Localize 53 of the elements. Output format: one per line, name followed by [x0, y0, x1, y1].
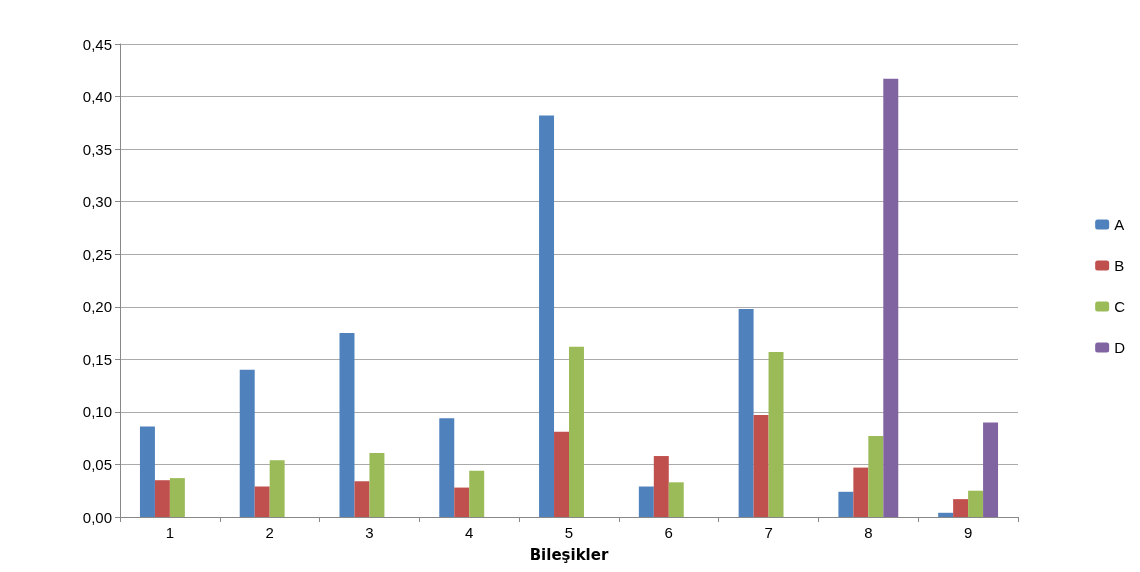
- bar: [638, 486, 654, 517]
- bar: [953, 499, 969, 517]
- bar: [753, 415, 769, 517]
- y-tick-label: 0,25: [82, 245, 112, 263]
- x-tick-label: 6: [664, 524, 673, 541]
- bar: [883, 78, 899, 517]
- x-tick-label: 1: [165, 524, 175, 541]
- y-tick-label: 0,20: [82, 298, 112, 316]
- x-tick-label: 9: [963, 524, 973, 541]
- bar: [838, 491, 854, 517]
- legend-label: B: [1114, 257, 1125, 274]
- bar: [254, 486, 270, 517]
- legend-label: C: [1114, 298, 1126, 315]
- bar: [369, 452, 385, 517]
- bar: [539, 115, 555, 517]
- bar: [653, 456, 669, 517]
- x-tick-label: 8: [864, 524, 873, 541]
- bar: [968, 490, 984, 517]
- bar: [139, 426, 155, 517]
- bar: [554, 431, 569, 517]
- x-tick-label: 4: [465, 524, 474, 541]
- bar: [354, 481, 370, 517]
- x-tick-label: 5: [564, 524, 574, 541]
- bar: [853, 467, 869, 517]
- bar: [239, 369, 255, 517]
- y-tick-label: 0,30: [82, 193, 112, 211]
- y-tick-label: 0,00: [82, 508, 112, 526]
- y-tick-label: 0,10: [82, 403, 112, 421]
- bar: [469, 470, 485, 517]
- y-tick-label: 0,45: [82, 35, 112, 53]
- legend-label: D: [1114, 339, 1126, 356]
- bar: [738, 308, 754, 517]
- x-tick-label: 7: [764, 524, 773, 541]
- x-tick-label: 3: [365, 524, 374, 541]
- bar: [938, 512, 954, 517]
- x-axis-title: Bileşikler: [529, 545, 609, 564]
- bar: [868, 436, 884, 517]
- y-tick-label: 0,05: [82, 455, 112, 473]
- bar: [983, 422, 999, 517]
- x-tick-label: 2: [265, 524, 274, 541]
- bar: [768, 351, 784, 517]
- legend-label: A: [1114, 216, 1125, 233]
- bar: [339, 333, 355, 517]
- bar: [439, 418, 455, 517]
- bar: [269, 460, 285, 517]
- bar: [154, 480, 170, 517]
- y-tick-label: 0,35: [82, 140, 112, 158]
- bar: [668, 482, 684, 517]
- bar: [169, 478, 185, 517]
- y-tick-label: 0,15: [82, 350, 112, 368]
- bar: [454, 487, 470, 517]
- y-tick-label: 0,40: [82, 88, 112, 106]
- bar: [569, 346, 584, 517]
